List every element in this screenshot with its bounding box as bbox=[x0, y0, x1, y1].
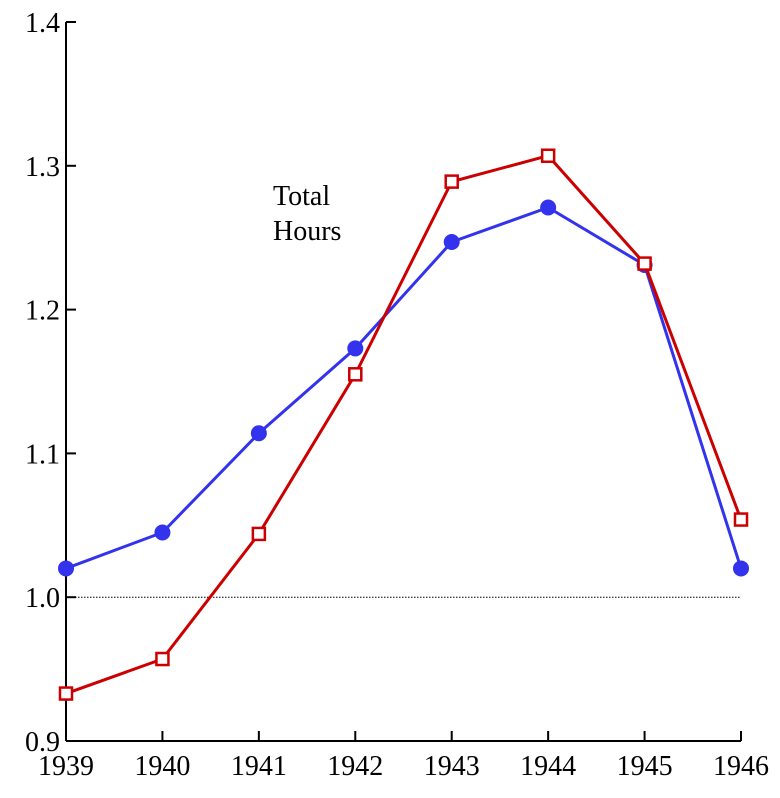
marker bbox=[733, 512, 749, 527]
marker bbox=[443, 234, 460, 251]
y-tick-label: 1.3 bbox=[25, 152, 60, 183]
x-tick-label: 1940 bbox=[134, 751, 190, 782]
series-line bbox=[65, 154, 743, 695]
x-tick-label: 1945 bbox=[617, 751, 673, 782]
marker bbox=[251, 526, 267, 542]
marker bbox=[733, 560, 749, 577]
x-tick-label: 1944 bbox=[520, 751, 576, 782]
annotation: Hours bbox=[273, 216, 341, 247]
y-tick-label: 1.0 bbox=[25, 583, 60, 614]
series-line bbox=[65, 205, 743, 570]
x-tick-label: 1942 bbox=[327, 751, 383, 782]
x-tick-label: 1943 bbox=[424, 751, 480, 782]
marker bbox=[155, 651, 170, 667]
x-tick-label: 1941 bbox=[231, 751, 287, 782]
marker bbox=[250, 425, 267, 442]
marker bbox=[154, 524, 171, 541]
marker bbox=[58, 686, 74, 701]
marker bbox=[58, 560, 74, 577]
marker bbox=[637, 256, 652, 271]
marker bbox=[540, 199, 557, 216]
marker bbox=[540, 148, 556, 163]
y-tick-label: 1.4 bbox=[25, 8, 60, 39]
x-tick-label: 1939 bbox=[38, 751, 94, 782]
y-tick-label: 1.2 bbox=[25, 296, 60, 327]
annotation: Total bbox=[273, 181, 330, 212]
marker bbox=[347, 340, 364, 357]
y-tick-label: 1.1 bbox=[25, 439, 60, 470]
marker bbox=[444, 174, 459, 189]
y-tick-label: 0.9 bbox=[25, 727, 60, 758]
marker bbox=[348, 367, 363, 382]
x-tick-label: 1946 bbox=[713, 751, 769, 782]
